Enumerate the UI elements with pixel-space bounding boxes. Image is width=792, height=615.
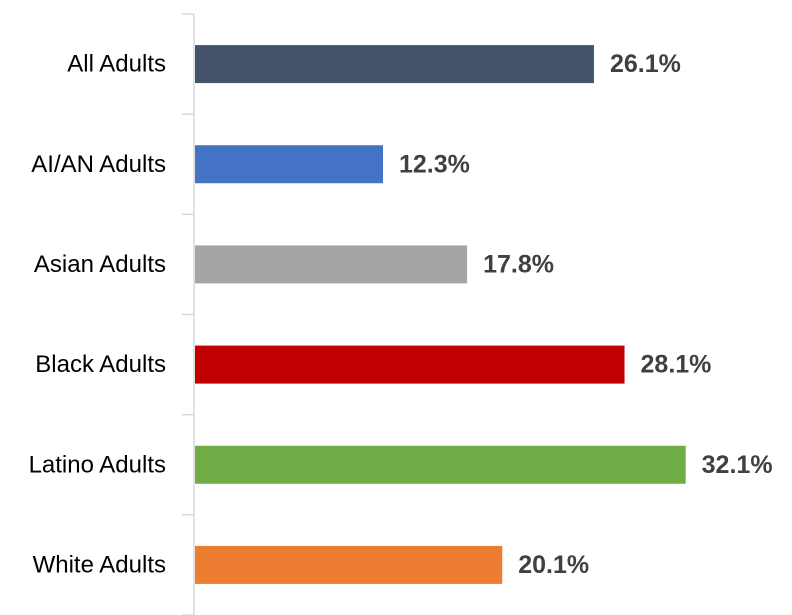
data-label: 17.8% <box>483 250 554 278</box>
data-label: 12.3% <box>399 150 470 178</box>
bar <box>195 45 594 84</box>
category-label: All Adults <box>67 51 166 78</box>
value-labels: 26.1% 12.3% 17.8% 28.1% 32.1% 20.1% <box>399 50 773 579</box>
bar <box>195 545 503 584</box>
data-label: 32.1% <box>702 451 773 479</box>
bar <box>195 445 686 484</box>
category-label: Black Adults <box>35 351 166 378</box>
bars <box>195 45 686 584</box>
bar <box>195 345 625 384</box>
category-label: AI/AN Adults <box>31 151 166 178</box>
bar <box>195 145 384 184</box>
category-labels: All Adults AI/AN Adults Asian Adults Black … <box>29 51 166 579</box>
data-label: 20.1% <box>518 551 589 579</box>
category-label: Asian Adults <box>34 251 166 278</box>
category-axis <box>182 13 195 615</box>
category-label: White Adults <box>33 551 166 578</box>
data-label: 28.1% <box>641 351 712 379</box>
data-label: 26.1% <box>610 50 681 78</box>
category-label: Latino Adults <box>29 451 166 478</box>
bar <box>195 245 468 284</box>
